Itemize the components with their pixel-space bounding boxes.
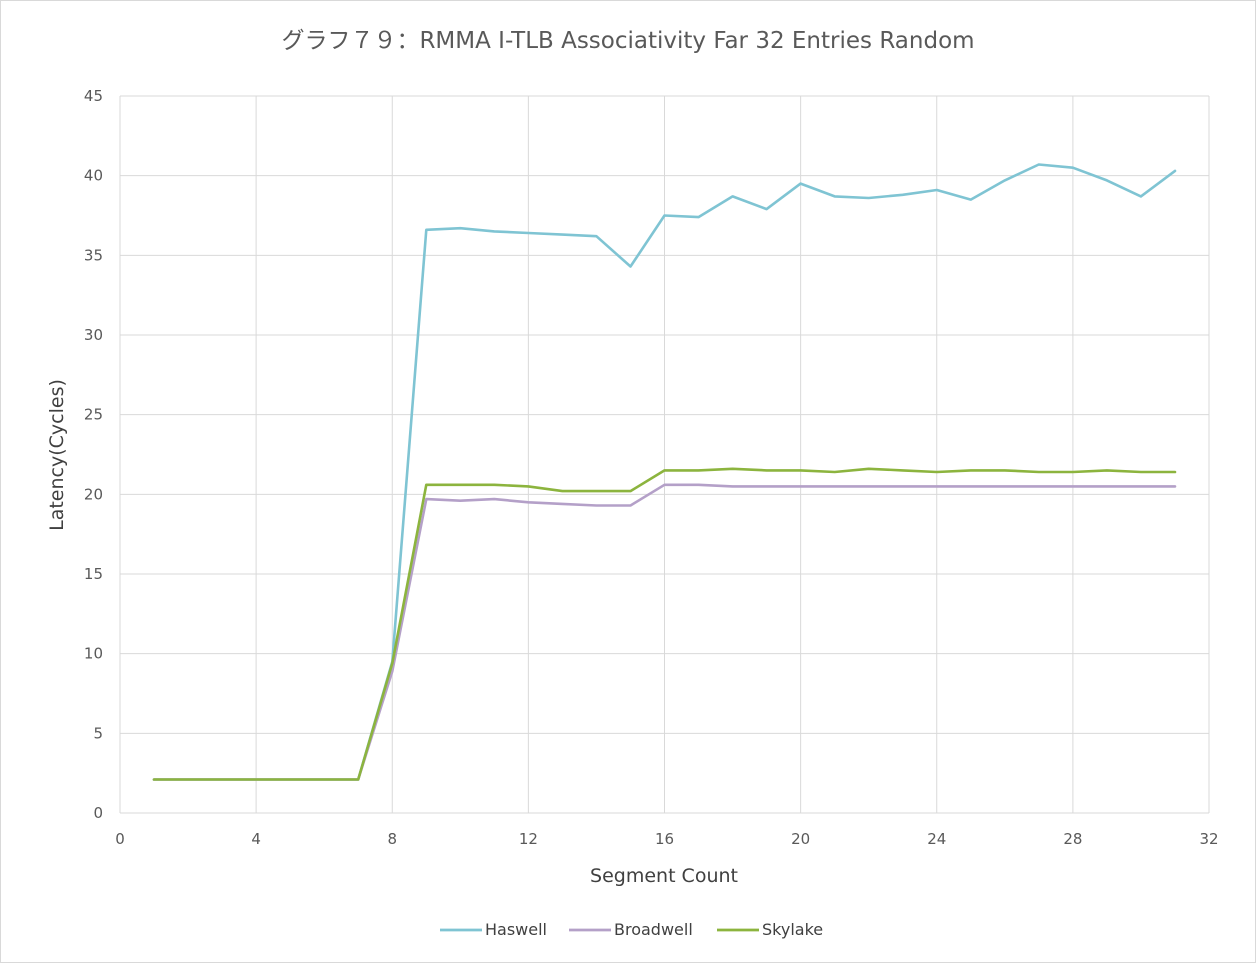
y-tick-label: 40: [84, 167, 103, 185]
y-tick-label: 10: [84, 645, 103, 663]
legend-label-broadwell: Broadwell: [614, 920, 693, 939]
x-tick-label: 24: [927, 830, 946, 848]
y-axis-title: Latency(Cycles): [46, 379, 68, 531]
y-tick-label: 20: [84, 485, 103, 503]
x-tick-label: 0: [115, 830, 125, 848]
chart-title: グラフ７９：RMMA I-TLB Associativity Far 32 En…: [281, 28, 974, 54]
y-tick-label: 0: [93, 804, 103, 822]
y-tick-label: 15: [84, 565, 103, 583]
series-lines: [152, 163, 1177, 781]
x-tick-label: 16: [655, 830, 674, 848]
legend-label-skylake: Skylake: [762, 920, 823, 939]
y-tick-label: 35: [84, 246, 103, 264]
x-axis-title: Segment Count: [590, 865, 738, 887]
y-tick-label: 5: [93, 724, 103, 742]
x-tick-label: 32: [1199, 830, 1218, 848]
y-tick-label: 45: [84, 87, 103, 105]
x-tick-label: 12: [519, 830, 538, 848]
legend: Haswell Broadwell Skylake: [440, 920, 823, 939]
series-line-skylake: [152, 467, 1177, 781]
x-tick-label: 28: [1063, 830, 1082, 848]
y-tick-label: 30: [84, 326, 103, 344]
x-tick-label: 4: [251, 830, 261, 848]
legend-label-haswell: Haswell: [485, 920, 547, 939]
y-tick-label: 25: [84, 406, 103, 424]
x-tick-label: 8: [387, 830, 397, 848]
x-axis-ticks: 0 4 8 12 16 20 24 28 32: [115, 830, 1218, 848]
grid-lines: [119, 95, 1210, 814]
y-axis-ticks: 0 5 10 15 20 25 30 35 40 45: [84, 87, 103, 822]
x-tick-label: 20: [791, 830, 810, 848]
